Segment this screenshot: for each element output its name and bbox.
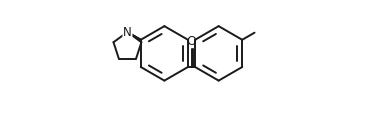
Text: N: N [123,26,132,39]
Text: O: O [187,35,196,48]
